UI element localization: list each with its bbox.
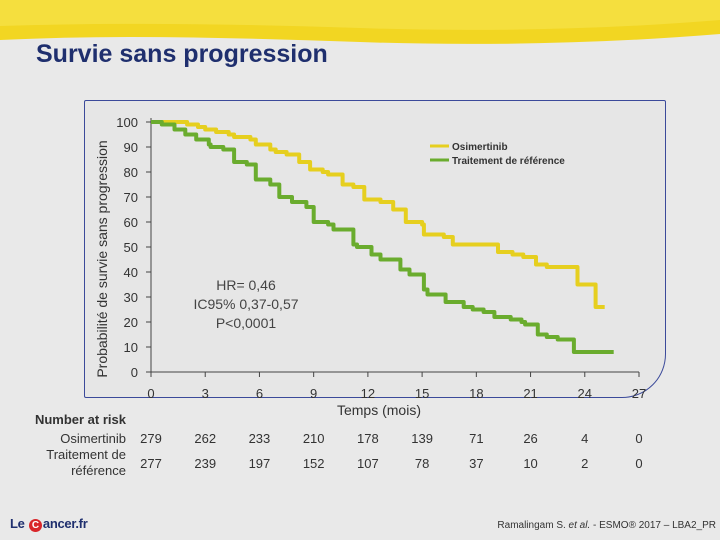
- confidence-interval: IC95% 0,37-0,57: [193, 296, 298, 312]
- y-tick-label: 30: [124, 290, 138, 305]
- series-line-osimertinib: [151, 120, 605, 309]
- x-tick-label: 18: [469, 386, 483, 401]
- risk-table-title: Number at risk: [35, 412, 127, 427]
- series-lines: [151, 120, 614, 354]
- y-tick-label: 60: [124, 215, 138, 230]
- risk-cell: 71: [469, 431, 483, 446]
- y-tick-label: 50: [124, 240, 138, 255]
- x-axis-title: Temps (mois): [337, 402, 421, 418]
- logo-text-start: Le: [10, 516, 28, 531]
- stats-annotation: HR= 0,46 IC95% 0,37-0,57 P<0,0001: [193, 277, 298, 331]
- x-tick-label: 12: [361, 386, 375, 401]
- risk-row-label-osimertinib: Osimertinib: [60, 431, 126, 446]
- slide-title: Survie sans progression: [36, 40, 328, 68]
- y-tick-label: 100: [116, 115, 138, 130]
- x-tick-label: 3: [202, 386, 209, 401]
- x-tick-label: 9: [310, 386, 317, 401]
- citation: Ramalingam S. et al. - ESMO® 2017 – LBA2…: [497, 520, 716, 531]
- risk-cell: 152: [303, 456, 325, 471]
- x-tick-label: 6: [256, 386, 263, 401]
- y-tick-label: 80: [124, 165, 138, 180]
- risk-cell: 178: [357, 431, 379, 446]
- logo-text-end: ancer.fr: [42, 516, 88, 531]
- chart-frame: [84, 100, 666, 398]
- x-ticks: 0 3 6 9 12 15 18 21 24 27: [147, 372, 646, 401]
- x-tick-label: 27: [632, 386, 646, 401]
- risk-row-label-reference-line1: Traitement de: [46, 447, 126, 462]
- y-tick-label: 20: [124, 315, 138, 330]
- y-axis-title: Probabilité de survie sans progression: [94, 140, 110, 377]
- risk-cell: 78: [415, 456, 429, 471]
- y-tick-label: 70: [124, 190, 138, 205]
- risk-row-label-reference-line2: référence: [71, 463, 126, 478]
- risk-cell: 0: [635, 456, 642, 471]
- x-tick-label: 0: [147, 386, 154, 401]
- series-line-reference: [151, 120, 614, 354]
- x-tick-label: 21: [523, 386, 537, 401]
- risk-cell: 4: [581, 431, 588, 446]
- risk-cell: 0: [635, 431, 642, 446]
- risk-cell: 2: [581, 456, 588, 471]
- risk-cell: 107: [357, 456, 379, 471]
- risk-table: Number at risk Osimertinib Traitement de…: [35, 412, 643, 478]
- legend-label-reference: Traitement de référence: [452, 156, 565, 167]
- risk-cell: 139: [411, 431, 433, 446]
- p-value: P<0,0001: [216, 315, 277, 331]
- citation-etal: et al.: [568, 520, 591, 531]
- top-banner: [0, 0, 720, 44]
- risk-cell: 277: [140, 456, 162, 471]
- risk-cell: 279: [140, 431, 162, 446]
- risk-cell: 197: [249, 456, 271, 471]
- risk-cell: 10: [523, 456, 537, 471]
- citation-authors: Ramalingam S.: [497, 520, 569, 531]
- risk-cell: 26: [523, 431, 537, 446]
- risk-cell: 210: [303, 431, 325, 446]
- x-tick-label: 15: [415, 386, 429, 401]
- hazard-ratio: HR= 0,46: [216, 277, 276, 293]
- y-tick-label: 10: [124, 340, 138, 355]
- citation-source: - ESMO® 2017 – LBA2_PR: [590, 520, 716, 531]
- legend-label-osimertinib: Osimertinib: [452, 142, 508, 153]
- risk-cell: 262: [194, 431, 216, 446]
- y-tick-label: 90: [124, 140, 138, 155]
- risk-cell: 233: [249, 431, 271, 446]
- legend: Osimertinib Traitement de référence: [430, 142, 565, 167]
- y-tick-label: 0: [131, 365, 138, 380]
- risk-cell: 37: [469, 456, 483, 471]
- chart-axes: [150, 118, 639, 373]
- x-tick-label: 24: [578, 386, 592, 401]
- logo-c-icon: C: [28, 519, 42, 532]
- y-tick-label: 40: [124, 265, 138, 280]
- risk-cell: 239: [194, 456, 216, 471]
- y-ticks: 0 10 20 30 40 50 60 70 80 90 100: [116, 115, 151, 380]
